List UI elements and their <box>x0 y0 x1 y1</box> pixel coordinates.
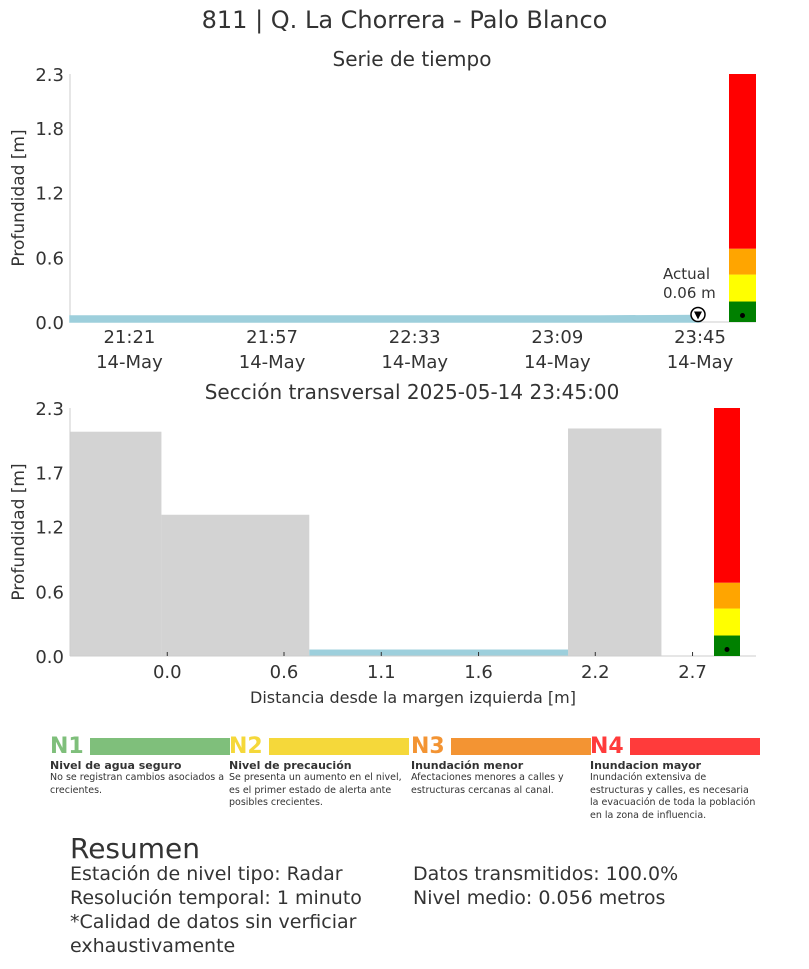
legend-name-n3: Inundación menor <box>411 759 524 772</box>
chart1-current-label: Actual <box>663 265 710 283</box>
chart2-terrain-block <box>70 431 162 656</box>
chart1-xtick-time: 21:21 <box>103 327 155 348</box>
chart1-current-value: 0.06 m <box>663 284 716 302</box>
summary-transmitted: Datos transmitidos: 100.0% <box>413 863 679 885</box>
chart2-level-n2 <box>714 608 740 636</box>
chart2-xtick-label: 1.6 <box>464 662 493 683</box>
legend-name-n4: Inundacion mayor <box>590 759 702 772</box>
legend-item-n4: N4 Inundacion mayor Inundación extensiva… <box>590 733 760 822</box>
legend-name-n2: Nivel de precaución <box>229 759 352 772</box>
chart1-ytick-label: 0.6 <box>35 248 64 269</box>
legend-swatch-n1 <box>90 737 230 755</box>
chart1-xtick-date: 14-May <box>667 352 734 373</box>
chart1-xtick-date: 14-May <box>96 352 163 373</box>
chart2-level-n4 <box>714 408 740 583</box>
legend-item-n3: N3 Inundación menor Afectaciones menores… <box>411 733 591 797</box>
chart1-xtick-time: 22:33 <box>389 327 441 348</box>
chart1-level-n4 <box>729 74 756 249</box>
summary-resolution: Resolución temporal: 1 minuto <box>70 887 362 909</box>
chart1-level-n2 <box>729 274 756 302</box>
legend-name-n1: Nivel de agua seguro <box>50 759 182 772</box>
chart1-current-triangle <box>694 311 702 320</box>
chart2-terrain-block <box>568 428 662 656</box>
cross-section-chart: Sección transversal 2025-05-14 23:45:00 0… <box>9 380 756 707</box>
legend-desc-n2: Se presenta un aumento en el nivel, es e… <box>229 772 402 808</box>
legend-item-n2: N2 Nivel de precaución Se presenta un au… <box>229 733 409 810</box>
chart2-water-level <box>309 649 569 656</box>
chart1-level-n3 <box>729 248 756 275</box>
chart2-xtick-label: 0.6 <box>270 662 299 683</box>
chart2-level-dot <box>724 647 730 653</box>
chart2-ytick-label: 2.3 <box>35 399 64 420</box>
chart1-xtick-date: 14-May <box>239 352 306 373</box>
summary-mean-level: Nivel medio: 0.056 metros <box>413 887 666 909</box>
chart2-level-n1 <box>714 635 740 656</box>
chart2-xtick-label: 2.7 <box>678 662 707 683</box>
legend-swatch-n3 <box>451 737 591 755</box>
page-title: 811 | Q. La Chorrera - Palo Blanco <box>201 6 608 34</box>
chart2-ytick-label: 1.7 <box>35 464 64 485</box>
legend-code-n1: N1 <box>50 733 84 759</box>
chart2-ytick-label: 0.0 <box>35 647 64 668</box>
chart1-level-n1 <box>729 301 756 322</box>
chart1-title: Serie de tiempo <box>333 47 492 71</box>
legend-desc-n4: Inundación extensiva de estructuras y ca… <box>590 772 756 821</box>
chart1-xtick-date: 14-May <box>524 352 591 373</box>
summary-quality: *Calidad de datos sin verficiar exhausti… <box>70 911 357 957</box>
chart1-xtick-time: 23:45 <box>674 327 726 348</box>
summary-title: Resumen <box>70 832 201 865</box>
chart1-xtick-time: 21:57 <box>246 327 298 348</box>
chart1-ytick-label: 2.3 <box>35 65 64 86</box>
legend-code-n3: N3 <box>411 733 445 759</box>
chart2-terrain-block <box>161 514 310 656</box>
legend-swatch-n4 <box>630 737 760 755</box>
summary-station: Estación de nivel tipo: Radar <box>70 863 343 885</box>
chart1-ytick-label: 1.8 <box>35 119 64 140</box>
legend-desc-n1: No se registran cambios asociados a crec… <box>50 772 225 796</box>
chart1-ytick-label: 1.2 <box>35 184 64 205</box>
chart2-xtick-label: 1.1 <box>367 662 396 683</box>
chart2-xtick-label: 0.0 <box>153 662 182 683</box>
chart1-xtick-date: 14-May <box>381 352 448 373</box>
chart2-xtick-label: 2.2 <box>581 662 610 683</box>
chart2-level-n3 <box>714 582 740 609</box>
chart2-ylabel: Profundidad [m] <box>9 463 29 600</box>
chart1-xtick-time: 23:09 <box>531 327 583 348</box>
legend-code-n2: N2 <box>229 733 263 759</box>
chart2-ytick-label: 1.2 <box>35 518 64 539</box>
chart1-ytick-label: 0.0 <box>35 313 64 334</box>
legend-swatch-n2 <box>269 737 409 755</box>
chart2-ytick-label: 0.6 <box>35 582 64 603</box>
time-series-chart: Serie de tiempo 0.0 0.6 1.2 1.8 2.3 Profundida… <box>9 47 756 373</box>
legend-desc-n3: Afectaciones menores a calles y estructu… <box>411 772 564 796</box>
legend-code-n4: N4 <box>590 733 624 759</box>
chart1-level-dot <box>740 313 745 319</box>
legend-item-n1: N1 Nivel de agua seguro No se registran … <box>50 733 230 797</box>
chart2-title: Sección transversal 2025-05-14 23:45:00 <box>205 380 620 404</box>
chart2-xlabel: Distancia desde la margen izquierda [m] <box>250 688 576 707</box>
chart1-ylabel: Profundidad [m] <box>9 129 29 266</box>
